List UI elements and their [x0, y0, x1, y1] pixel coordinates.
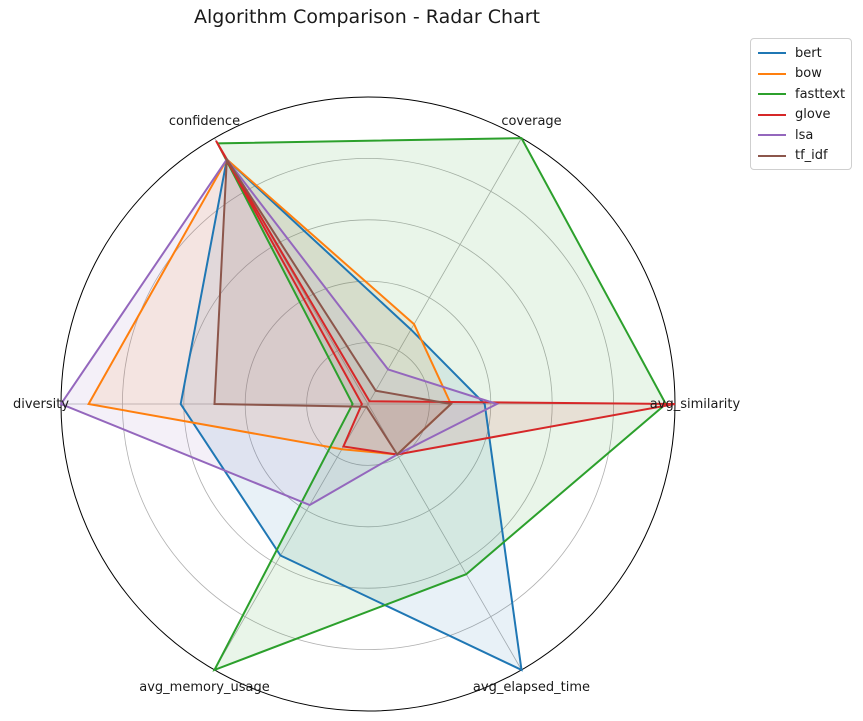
- series-fill-bow: [88, 159, 451, 455]
- legend-label: bert: [795, 45, 822, 61]
- legend-label: tf_idf: [795, 148, 828, 164]
- axis-label-diversity: diversity: [13, 397, 69, 412]
- legend-label: bow: [795, 66, 822, 82]
- axis-label-avg-elapsed-time: avg_elapsed_time: [473, 680, 590, 695]
- series-line-tf-idf: [213, 156, 454, 457]
- radar-series: [59, 137, 676, 672]
- series-line-bert: [179, 157, 523, 672]
- series-fill-fasttext: [214, 138, 666, 670]
- legend-swatch: [758, 113, 786, 116]
- legend-swatch: [758, 93, 786, 96]
- legend-swatch: [758, 134, 786, 137]
- legend-label: lsa: [795, 127, 814, 143]
- grid-spoke-coverage: [367, 137, 522, 405]
- legend-swatch: [758, 154, 786, 157]
- legend-item-fasttext: fasttext: [751, 84, 851, 105]
- legend-label: glove: [795, 107, 831, 123]
- legend-swatch: [758, 72, 786, 75]
- legend: bert bow fasttext glove lsa tf_idf: [750, 38, 852, 170]
- legend-item-tf-idf: tf_idf: [751, 146, 851, 167]
- axis-label-coverage: coverage: [501, 114, 561, 129]
- axis-labels: avg_similarity coverage confidence diversit…: [13, 114, 741, 695]
- series-fill-bert: [180, 159, 522, 670]
- axis-label-avg-memory-usage: avg_memory_usage: [139, 680, 269, 695]
- axis-label-avg-similarity: avg_similarity: [650, 397, 741, 412]
- legend-item-bert: bert: [751, 43, 851, 64]
- series-line-fasttext: [212, 137, 668, 672]
- legend-swatch: [758, 52, 786, 55]
- legend-item-bow: bow: [751, 64, 851, 85]
- legend-label: fasttext: [795, 86, 846, 102]
- legend-item-lsa: lsa: [751, 125, 851, 146]
- axis-label-confidence: confidence: [169, 114, 240, 129]
- legend-item-glove: glove: [751, 105, 851, 126]
- chart-title: Algorithm Comparison - Radar Chart: [194, 6, 540, 28]
